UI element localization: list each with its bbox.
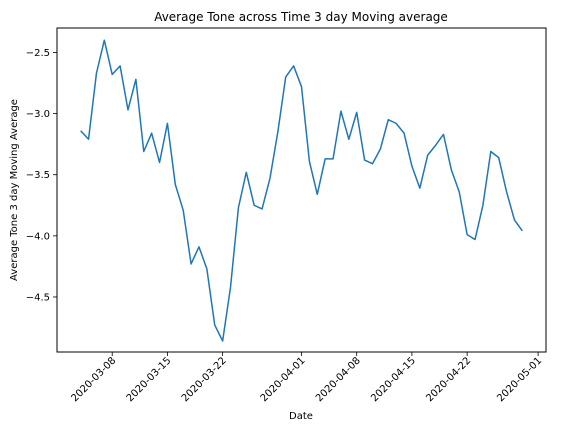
y-tick-label: −3.0 <box>26 109 50 120</box>
y-tick-label: −3.5 <box>26 170 50 181</box>
y-tick-label: −4.0 <box>26 231 50 242</box>
series-line <box>80 39 523 342</box>
y-axis-ticks: −2.5 −3.0 −3.5 −4.0 −4.5 <box>26 48 57 303</box>
plot-area-frame <box>56 27 547 353</box>
y-tick-label: −4.5 <box>26 292 50 303</box>
chart-title: Average Tone across Time 3 day Moving av… <box>154 10 448 24</box>
x-axis-label: Date <box>289 411 313 422</box>
y-tick-label: −2.5 <box>26 48 50 59</box>
y-axis-label: Average Tone 3 day Moving Average <box>9 99 20 281</box>
